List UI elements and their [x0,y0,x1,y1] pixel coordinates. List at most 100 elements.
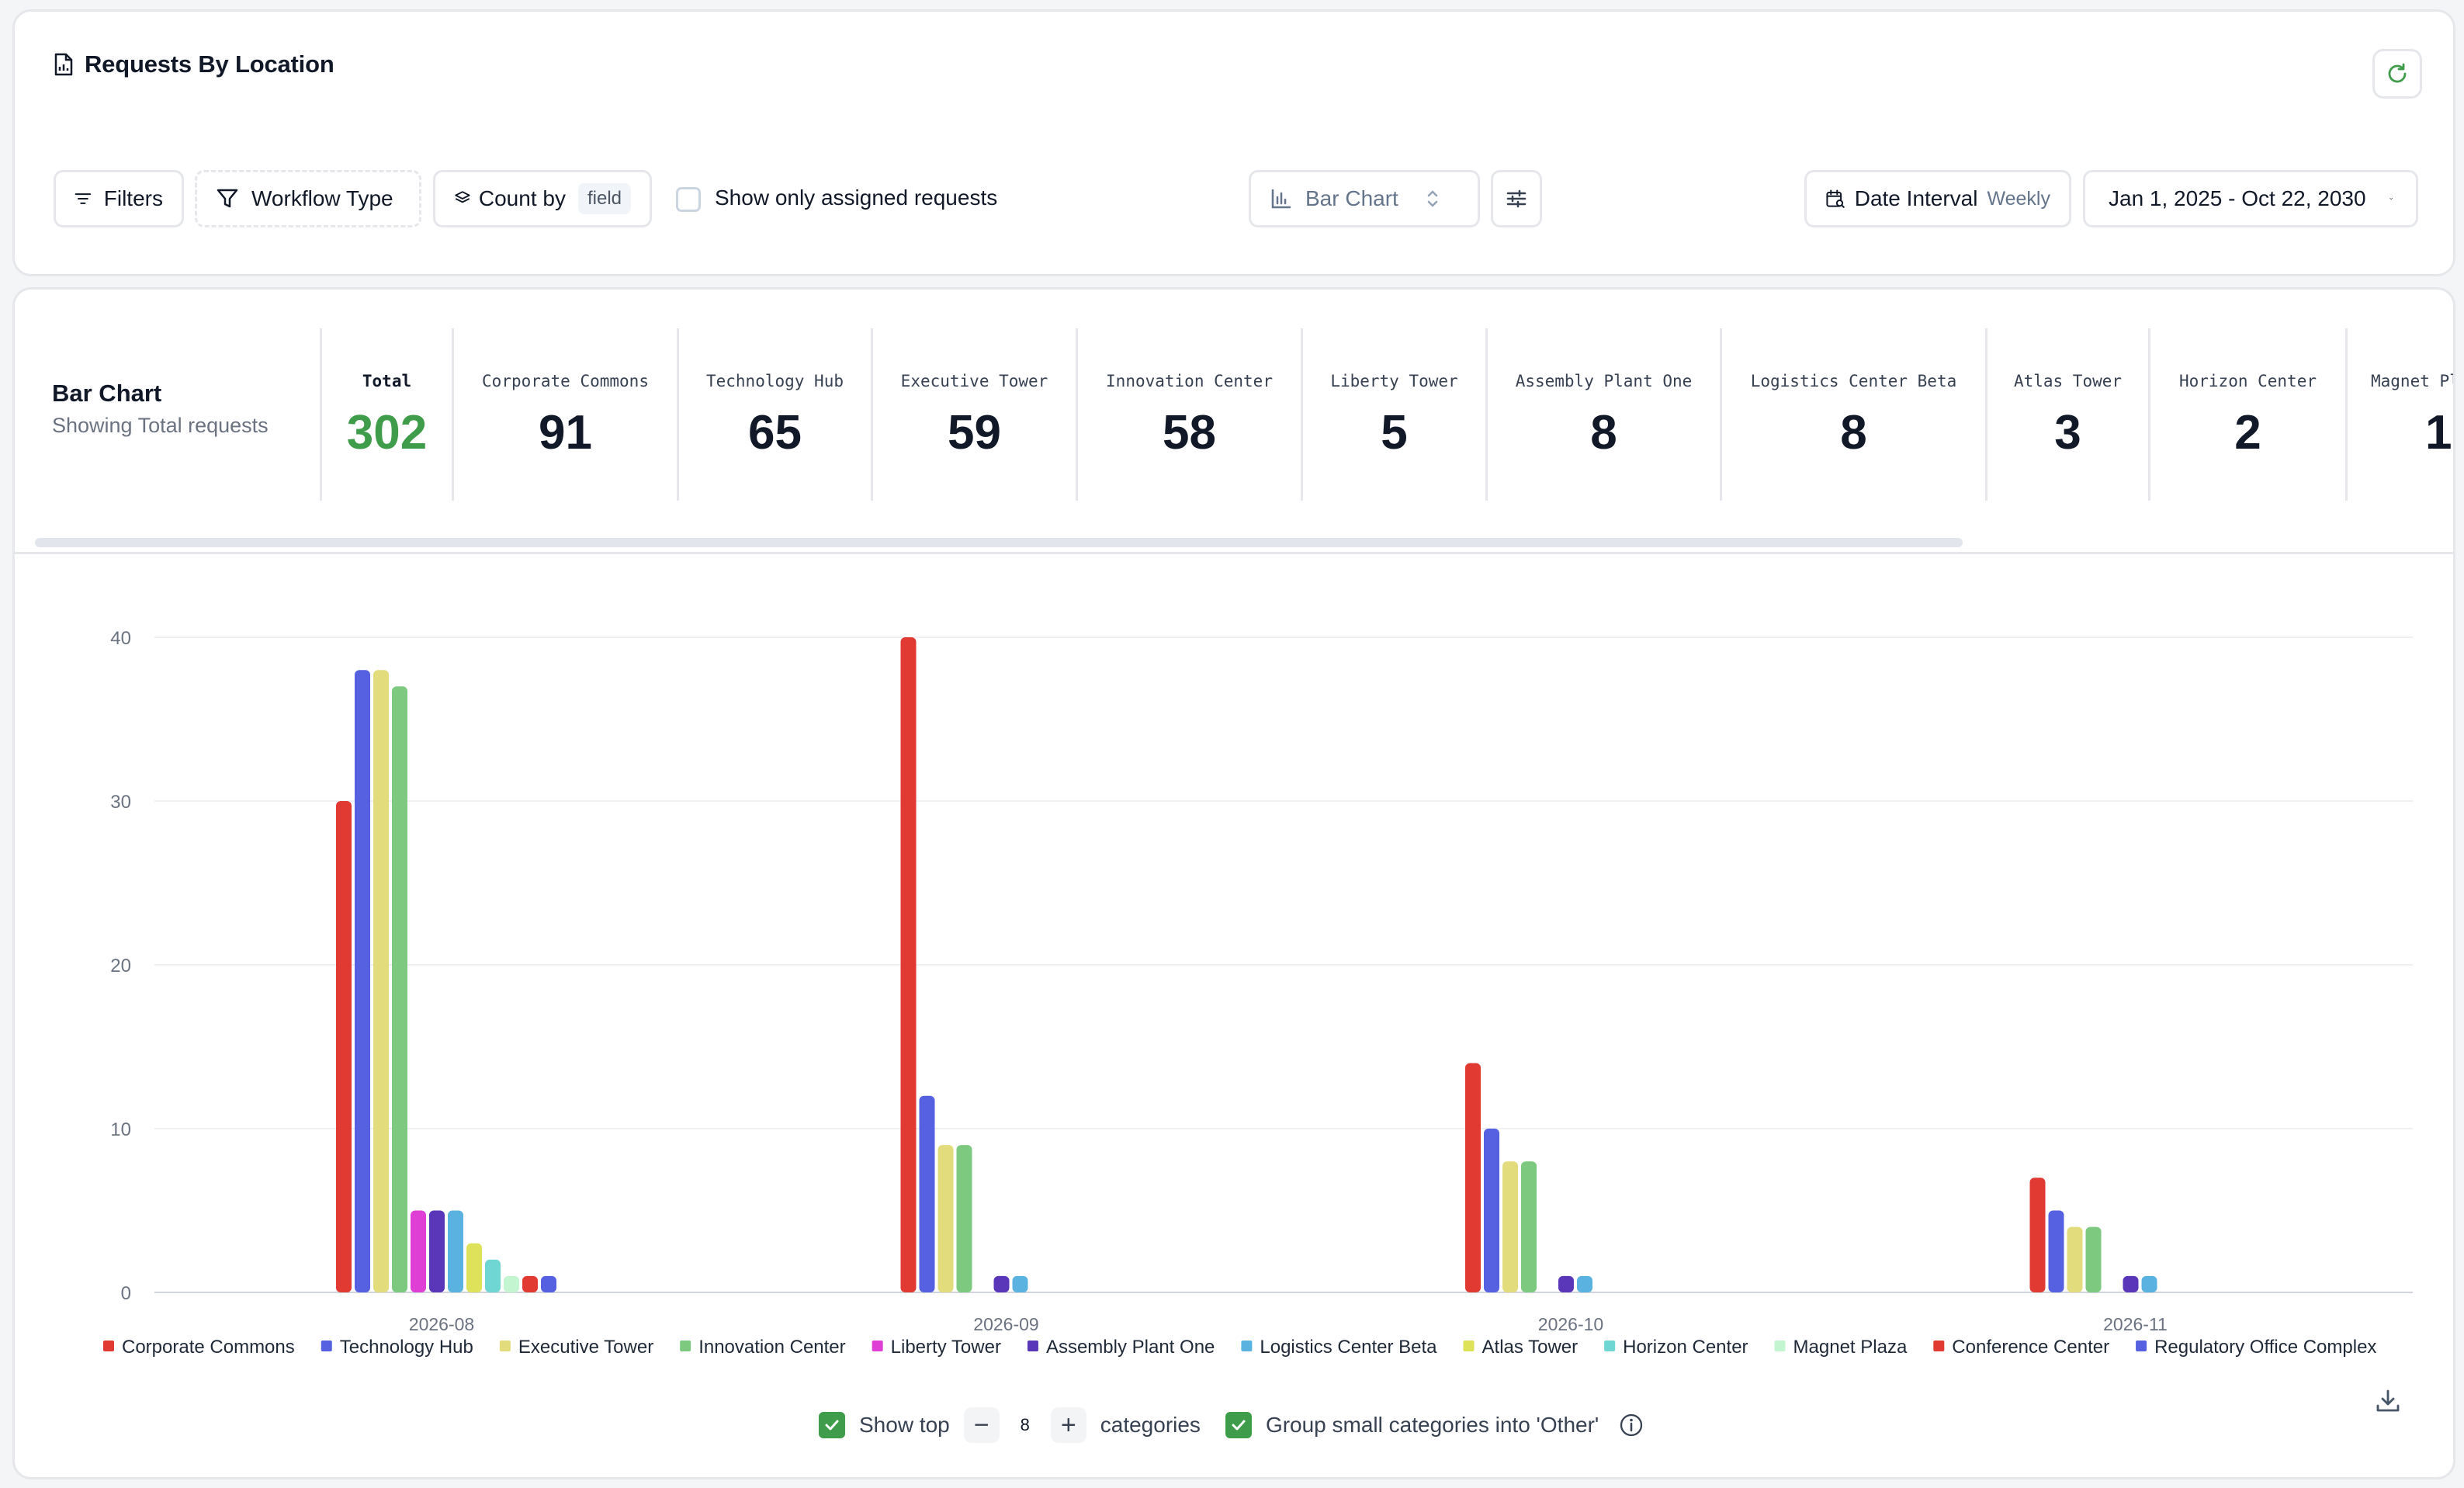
bar [411,1210,426,1292]
legend-swatch [1027,1341,1038,1351]
bar [355,670,370,1292]
x-tick-label: 2026-10 [1538,1314,1603,1334]
stat-label: Logistics Center Beta [1750,372,1957,390]
refresh-button[interactable] [2372,49,2422,99]
count-by-button[interactable]: Count by field [433,170,652,227]
show-top-checkbox[interactable] [819,1412,845,1438]
y-tick-label: 0 [121,1283,131,1304]
y-tick-label: 20 [110,956,131,976]
bar [373,670,389,1292]
y-tick-label: 40 [110,628,131,649]
report-icon [54,53,73,76]
bar [504,1275,519,1292]
chart-options-row: Show top − 8 + categories Group small ca… [819,1407,1644,1443]
date-interval-button[interactable]: Date Interval Weekly [1804,170,2071,227]
legend-label: Regulatory Office Complex [2154,1337,2376,1358]
funnel-icon [217,189,238,208]
bar [2123,1275,2139,1292]
y-tick-label: 10 [110,1119,131,1140]
stat-executive-tower[interactable]: Executive Tower 59 [871,328,1076,501]
bar [2048,1210,2064,1292]
calendar-search-icon [1826,189,1845,208]
check-icon [825,1420,839,1431]
legend-label: Innovation Center [698,1337,845,1358]
stat-value: 8 [1840,406,1867,460]
stat-technology-hub[interactable]: Technology Hub 65 [677,328,871,501]
bar [392,686,407,1292]
legend-label: Horizon Center [1623,1337,1748,1358]
stat-label: Executive Tower [900,372,1048,390]
date-range-picker[interactable]: Jan 1, 2025 - Oct 22, 2030 [2083,170,2418,227]
stat-total[interactable]: Total 302 [320,328,452,501]
stat-horizon-center[interactable]: Horizon Center 2 [2148,328,2345,501]
page-title-row: Requests By Location [54,50,334,78]
increment-button[interactable]: + [1050,1407,1086,1443]
legend-label: Liberty Tower [891,1337,1001,1358]
legend-swatch [321,1341,332,1351]
stat-label: Total [362,372,412,390]
stat-innovation-center[interactable]: Innovation Center 58 [1076,328,1301,501]
filters-button[interactable]: Filters [54,170,184,227]
show-assigned-checkbox[interactable] [676,187,701,212]
check-icon [1232,1420,1246,1431]
stat-magnet-plaza[interactable]: Magnet Plaza 1 [2345,328,2453,501]
page-title: Requests By Location [85,50,334,78]
legend-label: Atlas Tower [1482,1337,1579,1358]
legend-swatch [872,1341,883,1351]
bar [466,1243,482,1292]
group-small-checkbox[interactable] [1225,1412,1252,1438]
stat-assembly-plant-one[interactable]: Assembly Plant One 8 [1485,328,1720,501]
stat-liberty-tower[interactable]: Liberty Tower 5 [1301,328,1485,501]
bar [1502,1161,1518,1292]
chart-settings-button[interactable] [1491,170,1542,227]
decrement-button[interactable]: − [963,1407,1000,1443]
bar [1558,1275,1574,1292]
stat-value: 5 [1381,406,1408,460]
bar [448,1210,463,1292]
sliders-icon [1506,189,1527,208]
bar [1465,1063,1481,1292]
stat-label: Atlas Tower [2013,372,2123,390]
legend-label: Logistics Center Beta [1260,1337,1437,1358]
stat-logistics-center-beta[interactable]: Logistics Center Beta 8 [1720,328,1985,501]
legend-swatch [680,1341,691,1351]
y-tick-label: 30 [110,792,131,813]
bar [993,1275,1010,1292]
info-icon[interactable] [1619,1413,1644,1438]
stats-horizontal-scrollbar[interactable] [35,538,1963,547]
workflow-type-button[interactable]: Workflow Type [195,170,421,227]
stat-label: Technology Hub [705,372,844,390]
stat-corporate-commons[interactable]: Corporate Commons 91 [452,328,677,501]
download-icon[interactable] [2374,1387,2402,1415]
stat-value: 8 [1590,406,1617,460]
legend-swatch [2136,1341,2147,1351]
bar [2141,1275,2157,1292]
minus-icon: − [973,1410,989,1440]
bar [522,1275,538,1292]
legend-swatch [103,1341,114,1351]
chart-type-select[interactable]: Bar Chart [1249,170,1480,227]
legend-swatch [1774,1341,1786,1351]
bar [1577,1275,1592,1292]
bar [541,1275,556,1292]
x-tick-label: 2026-11 [2103,1314,2168,1334]
categories-label: categories [1100,1413,1201,1437]
layers-icon [455,191,470,203]
bar [900,637,917,1292]
bar [429,1210,445,1292]
legend-swatch [1241,1341,1253,1351]
chart-card: Bar Chart Showing Total requests Total 3… [12,287,2455,1479]
bar [2085,1226,2102,1292]
stat-label: Horizon Center [2178,372,2317,390]
chevron-down-icon [2389,197,2393,200]
stat-atlas-tower[interactable]: Atlas Tower 3 [1985,328,2148,501]
date-interval-label: Date Interval [1854,186,1978,210]
bar [1012,1275,1028,1292]
legend-label: Assembly Plant One [1046,1337,1215,1358]
bar [937,1145,954,1292]
chart-type-label: Bar Chart [1305,186,1398,210]
stat-label: Corporate Commons [482,372,649,390]
legend-label: Conference Center [1952,1337,2109,1358]
stat-value: 65 [748,406,802,460]
stat-label: Liberty Tower [1330,372,1458,390]
